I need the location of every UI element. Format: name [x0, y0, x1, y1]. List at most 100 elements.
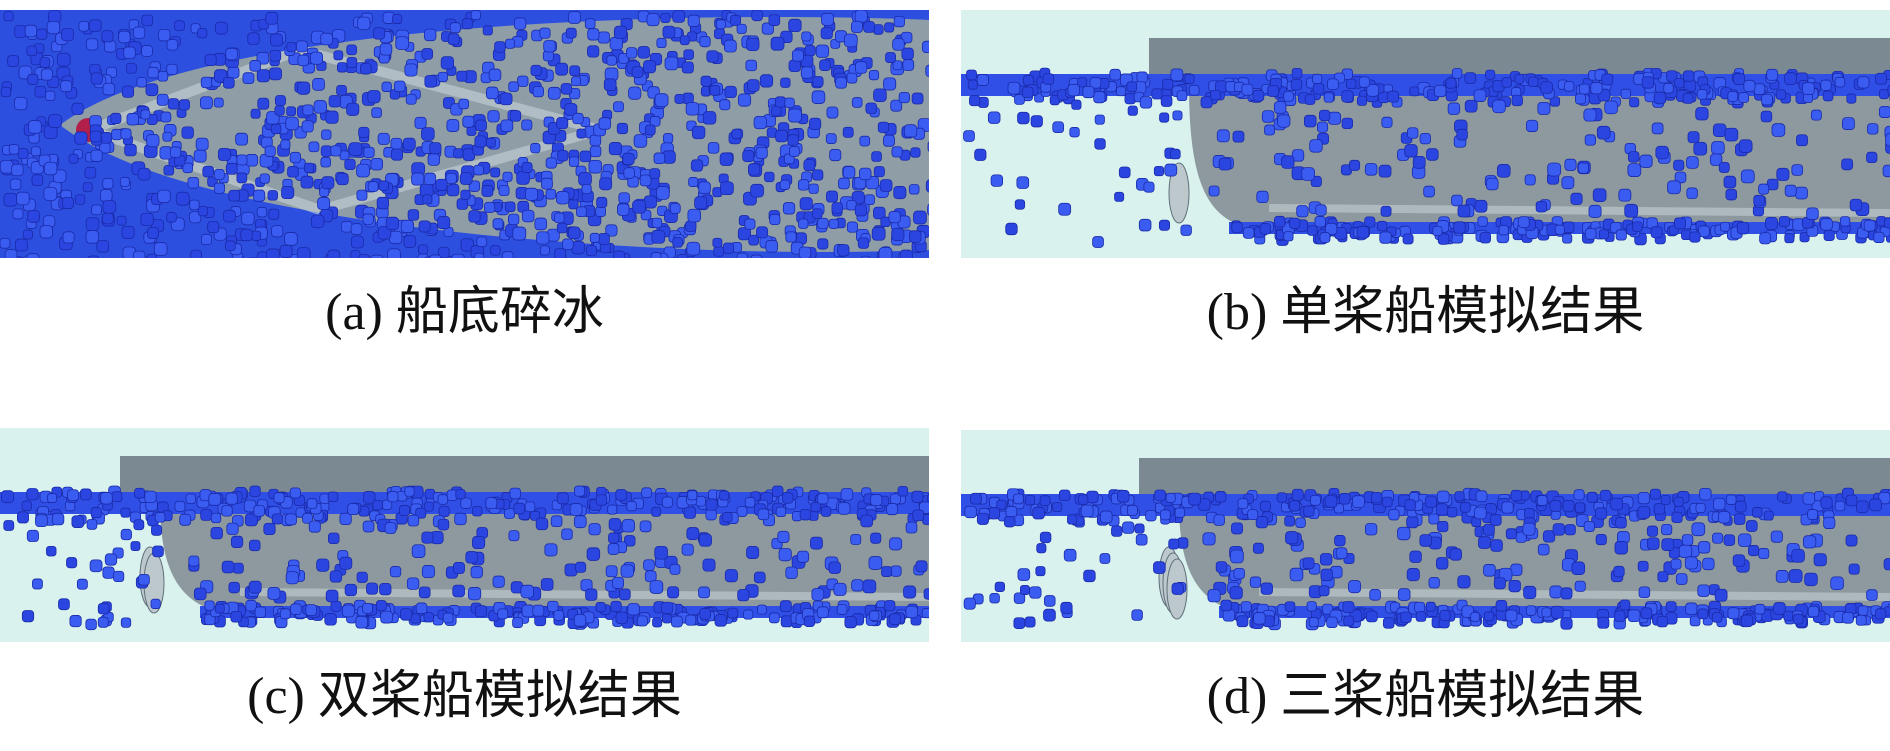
ice-particle: [1641, 76, 1654, 89]
ice-particle: [11, 163, 24, 177]
ice-particle: [512, 617, 523, 628]
ice-particle: [284, 232, 298, 246]
ice-particle: [785, 566, 798, 579]
ice-particle: [1523, 585, 1537, 600]
ice-particle: [817, 217, 829, 230]
ice-particle: [599, 177, 613, 191]
ice-particle: [1043, 595, 1056, 607]
ice-particle: [1697, 541, 1711, 554]
ice-particle: [266, 248, 280, 258]
ice-particle: [355, 615, 368, 629]
ice-particle: [300, 175, 314, 189]
ice-particle: [1571, 561, 1586, 576]
ice-particle: [1803, 535, 1817, 549]
ice-particle: [125, 62, 137, 74]
ice-particle: [384, 522, 397, 534]
ice-particle: [330, 145, 342, 157]
ice-particle: [771, 485, 784, 498]
ice-particle: [328, 532, 340, 545]
ice-particle: [1666, 70, 1678, 82]
ice-particle: [502, 171, 513, 182]
ice-particle: [798, 246, 812, 258]
ice-particle: [1301, 167, 1315, 181]
ice-particle: [116, 215, 127, 226]
ice-particle: [768, 14, 781, 26]
ice-particle: [967, 79, 978, 90]
ice-particle: [350, 235, 364, 249]
ice-particle: [860, 255, 871, 258]
ice-particle: [1188, 84, 1200, 96]
ice-particle: [1153, 561, 1166, 574]
ice-particle: [253, 505, 266, 517]
ice-particle: [1058, 489, 1071, 502]
ice-particle: [1628, 151, 1640, 163]
ice-particle: [120, 528, 132, 541]
ice-particle: [1839, 216, 1851, 227]
ice-particle: [1577, 162, 1589, 174]
ice-particle: [137, 167, 151, 181]
ice-particle: [0, 237, 11, 249]
ice-particle: [1754, 603, 1766, 615]
ice-particle: [85, 618, 97, 631]
ice-particle: [346, 44, 358, 56]
ice-particle: [1683, 70, 1695, 82]
ice-particle: [473, 164, 484, 176]
ice-particle: [724, 85, 737, 99]
ice-particle: [854, 61, 868, 74]
ice-particle: [1501, 77, 1512, 88]
ice-particle: [1218, 157, 1232, 171]
ice-particle: [1052, 121, 1065, 134]
ice-particle: [56, 52, 71, 67]
ice-particle: [799, 197, 813, 211]
ice-particle: [817, 493, 829, 505]
ice-particle: [466, 126, 477, 136]
ice-particle: [1771, 123, 1786, 137]
ice-particle: [509, 487, 521, 500]
ice-particle: [720, 181, 734, 196]
ice-particle: [1655, 145, 1669, 160]
ice-particle: [485, 86, 499, 100]
ice-particle: [449, 22, 461, 34]
ice-particle: [660, 12, 671, 23]
ice-particle: [446, 183, 460, 197]
ice-particle: [616, 122, 629, 135]
ice-particle: [453, 562, 465, 574]
ice-particle: [897, 486, 909, 497]
ice-particle: [24, 24, 38, 38]
ice-particle: [517, 75, 529, 87]
ice-particle: [39, 225, 53, 239]
ice-particle: [987, 111, 1001, 124]
ice-particle: [883, 77, 897, 91]
ice-particle: [178, 99, 190, 111]
ice-particle: [67, 489, 79, 502]
ice-particle: [927, 203, 929, 216]
ice-particle: [989, 592, 1000, 604]
ice-particle: [490, 245, 501, 256]
ice-particle: [423, 172, 437, 186]
ice-particle: [779, 179, 791, 190]
ice-particle: [1638, 586, 1651, 599]
ice-particle: [445, 172, 457, 184]
ice-particle: [596, 196, 608, 208]
ice-particle: [1202, 532, 1216, 546]
ice-particle: [470, 566, 483, 579]
ice-particle: [1230, 549, 1244, 564]
ice-particle: [643, 195, 657, 209]
ice-particle: [227, 66, 240, 79]
ice-particle: [788, 108, 802, 123]
ice-particle: [1464, 99, 1478, 113]
simulation-image: [0, 428, 929, 642]
ice-particle: [85, 230, 99, 244]
ice-particle: [119, 177, 130, 187]
ice-particle: [1343, 615, 1355, 627]
ice-particle: [557, 150, 569, 162]
ice-particle: [1665, 601, 1677, 612]
ice-particle: [411, 172, 425, 186]
ice-particle: [662, 613, 673, 624]
ice-particle: [43, 187, 58, 201]
ice-particle: [639, 520, 652, 533]
ice-particle: [777, 530, 790, 543]
ice-particle: [256, 207, 267, 218]
ice-particle: [1180, 224, 1192, 236]
